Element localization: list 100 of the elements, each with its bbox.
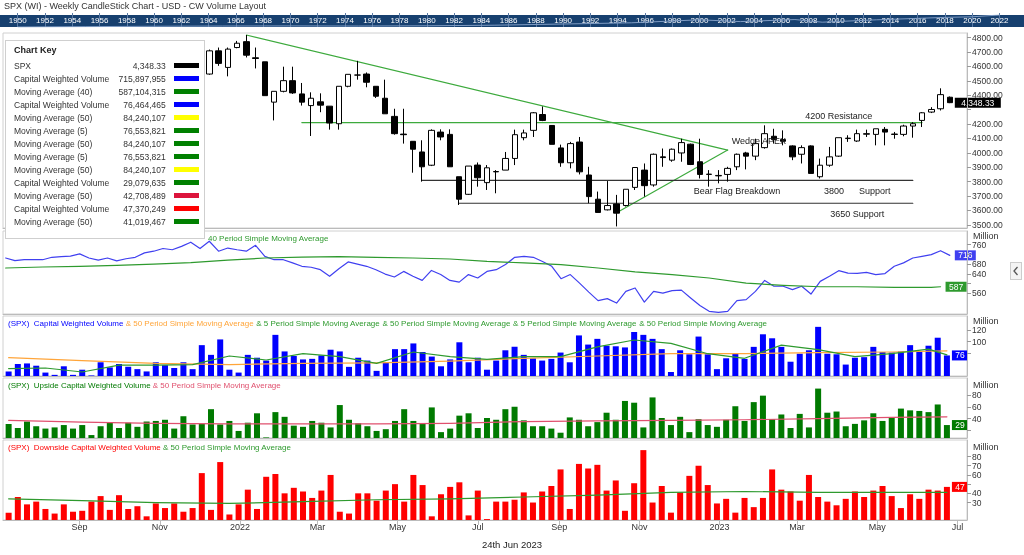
chart-title: 40 Period Simple Moving Average bbox=[208, 233, 329, 243]
y-tick-label: 3800.00 bbox=[972, 176, 1003, 187]
y-tick-label: 4800.00 bbox=[972, 32, 1003, 43]
y-tick-label: 4000.00 bbox=[972, 147, 1003, 158]
annotation: Bear Flag Breakdown bbox=[693, 185, 781, 196]
x-tick-label: 2012 bbox=[854, 15, 873, 25]
x-tick-label: 1990 bbox=[554, 15, 573, 25]
x-tick-label: 2008 bbox=[799, 15, 819, 25]
y-tick-label: 560 bbox=[972, 288, 987, 299]
annotation: Moving Average (40) bbox=[13, 86, 94, 97]
x-tick-label: 1980 bbox=[417, 15, 437, 25]
annotation: 84,240,107 bbox=[122, 138, 166, 149]
x-tick-label: 1954 bbox=[63, 15, 82, 25]
x-tick-label: 2000 bbox=[690, 15, 709, 25]
y-tick-label: 40 bbox=[972, 413, 982, 424]
y-tick-label: 4100.00 bbox=[972, 133, 1003, 144]
x-tick-label: 1952 bbox=[36, 15, 55, 25]
y-tick-label: 100 bbox=[972, 336, 987, 347]
x-tick-label: 1950 bbox=[8, 15, 28, 25]
x-tick-label: 1988 bbox=[526, 15, 546, 25]
annotation: 715,897,955 bbox=[118, 73, 166, 84]
y-tick-label: 3600.00 bbox=[972, 205, 1003, 216]
annotation: 587 bbox=[948, 281, 964, 292]
x-tick-label: 2004 bbox=[745, 15, 764, 25]
x-tick-label: 2022 bbox=[990, 15, 1009, 25]
annotation: 76,553,821 bbox=[122, 151, 166, 162]
annotation: Moving Average (50) bbox=[13, 216, 94, 227]
x-tick-label: 2022 bbox=[229, 522, 250, 532]
x-tick-label: 2006 bbox=[772, 15, 791, 25]
annotation: Moving Average (50) bbox=[13, 112, 94, 123]
x-tick-label: 1966 bbox=[226, 15, 246, 25]
annotation: 47 bbox=[955, 481, 965, 492]
x-tick-label: 1978 bbox=[390, 15, 409, 25]
x-tick-label: 1960 bbox=[145, 15, 164, 25]
x-tick-label: 1972 bbox=[308, 15, 328, 25]
y-tick-label: 4700.00 bbox=[972, 47, 1003, 58]
y-axis-title: Million bbox=[973, 379, 999, 390]
y-axis-title: Million bbox=[973, 441, 999, 452]
annotation: 76 bbox=[955, 350, 965, 361]
x-tick-label: 1964 bbox=[199, 15, 219, 25]
x-tick-label: 2018 bbox=[936, 15, 955, 25]
x-tick-label: May bbox=[868, 522, 887, 532]
annotation: Moving Average (50) bbox=[13, 138, 94, 149]
annotation: Capital Weighted Volume bbox=[13, 73, 111, 84]
y-axis-title: Million bbox=[973, 316, 999, 327]
x-tick-label: 2023 bbox=[709, 522, 730, 532]
y-tick-label: 760 bbox=[972, 239, 987, 250]
x-tick-label: 2010 bbox=[826, 15, 846, 25]
x-tick-label: 1984 bbox=[472, 15, 491, 25]
annotation: 4,348.33 bbox=[131, 60, 166, 71]
y-tick-label: 60 bbox=[972, 401, 982, 412]
x-tick-label: 1998 bbox=[663, 15, 682, 25]
y-tick-label: 680 bbox=[972, 259, 987, 270]
x-tick-label: Mar bbox=[309, 522, 326, 532]
x-tick-label: 1968 bbox=[254, 15, 273, 25]
x-tick-label: 1974 bbox=[336, 15, 355, 25]
x-tick-label: Jul bbox=[951, 522, 964, 532]
y-tick-label: 4600.00 bbox=[972, 61, 1003, 72]
annotation: Capital Weighted Volume bbox=[13, 99, 111, 110]
annotation: 4200 Resistance bbox=[805, 111, 873, 122]
y-tick-label: 4400.00 bbox=[972, 90, 1003, 101]
annotation: 29 bbox=[955, 420, 965, 431]
annotation: Capital Weighted Volume bbox=[13, 177, 111, 188]
x-tick-label: May bbox=[389, 522, 407, 532]
x-tick-label: 1976 bbox=[363, 15, 382, 25]
x-tick-label: Sep bbox=[551, 522, 568, 532]
annotation: SPX bbox=[13, 60, 32, 71]
y-tick-label: 3500.00 bbox=[972, 219, 1003, 230]
annotation: 42,708,489 bbox=[122, 190, 166, 201]
x-tick-label: 2020 bbox=[963, 15, 982, 25]
x-tick-label: 1986 bbox=[499, 15, 519, 25]
annotation: 84,240,107 bbox=[122, 112, 166, 123]
y-axis-title: Million bbox=[973, 230, 999, 241]
y-tick-label: 3900.00 bbox=[972, 162, 1003, 173]
y-tick-label: 4500.00 bbox=[972, 75, 1003, 86]
chart-title: (SPX) Downside Capital Weighted Volume & 50 Period Simple Moving Average bbox=[8, 442, 292, 452]
y-tick-label: 40 bbox=[972, 488, 982, 499]
annotation: 41,019,467 bbox=[122, 216, 166, 227]
x-tick-label: 1958 bbox=[117, 15, 137, 25]
y-tick-label: 4200.00 bbox=[972, 119, 1003, 130]
annotation: Capital Weighted Volume bbox=[13, 203, 111, 214]
x-tick-label: 1992 bbox=[581, 15, 600, 25]
x-tick-label: 1970 bbox=[281, 15, 300, 25]
annotation: 84,240,107 bbox=[122, 164, 166, 175]
annotation: 3650 Support bbox=[830, 208, 885, 219]
y-tick-label: 3700.00 bbox=[972, 191, 1003, 202]
x-tick-label: 2002 bbox=[717, 15, 737, 25]
annotation: Moving Average (5) bbox=[13, 125, 89, 136]
x-tick-label: Jul bbox=[472, 522, 484, 532]
y-tick-label: 80 bbox=[972, 390, 982, 401]
x-tick-label: Mar bbox=[789, 522, 805, 532]
annotation: 587,104,315 bbox=[118, 86, 166, 97]
x-tick-label: 1956 bbox=[90, 15, 109, 25]
y-tick-label: 640 bbox=[972, 268, 987, 279]
text: 24th Jun 2023 bbox=[481, 538, 543, 550]
annotation: Moving Average (5) bbox=[13, 151, 89, 162]
x-tick-label: 2014 bbox=[881, 15, 900, 25]
y-tick-label: 30 bbox=[972, 497, 982, 508]
x-tick-label: 1962 bbox=[172, 15, 191, 25]
x-tick-label: Nov bbox=[151, 522, 169, 532]
